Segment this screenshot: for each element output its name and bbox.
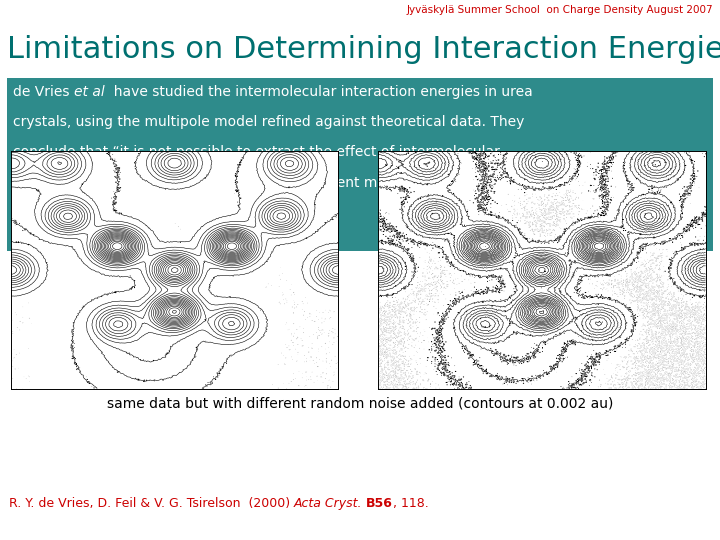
Text: et al: et al <box>74 85 104 99</box>
Text: Acta Cryst.: Acta Cryst. <box>294 497 366 510</box>
Text: conclude that “it is not possible to extract the effect of intermolecular: conclude that “it is not possible to ext… <box>13 145 500 159</box>
Text: crystals, using the multipole model refined against theoretical data. They: crystals, using the multipole model refi… <box>13 115 524 129</box>
Text: same data but with different random noise added (contours at 0.002 au): same data but with different random nois… <box>107 397 613 411</box>
Text: B56: B56 <box>366 497 393 510</box>
Text: interactions from diffraction data with the current multipolar refinement: interactions from diffraction data with … <box>13 176 516 190</box>
Text: , 118.: , 118. <box>393 497 429 510</box>
Text: techniques”: techniques” <box>13 206 96 220</box>
Text: have studied the intermolecular interaction energies in urea: have studied the intermolecular interact… <box>104 85 532 99</box>
Text: Jyväskylä Summer School  on Charge Density August 2007: Jyväskylä Summer School on Charge Densit… <box>406 5 713 16</box>
Text: R. Y. de Vries, D. Feil & V. G. Tsirelson  (2000): R. Y. de Vries, D. Feil & V. G. Tsirelso… <box>9 497 294 510</box>
Text: Limitations on Determining Interaction Energies: Limitations on Determining Interaction E… <box>7 35 720 64</box>
Text: de Vries: de Vries <box>13 85 74 99</box>
Bar <box>7 78 713 251</box>
